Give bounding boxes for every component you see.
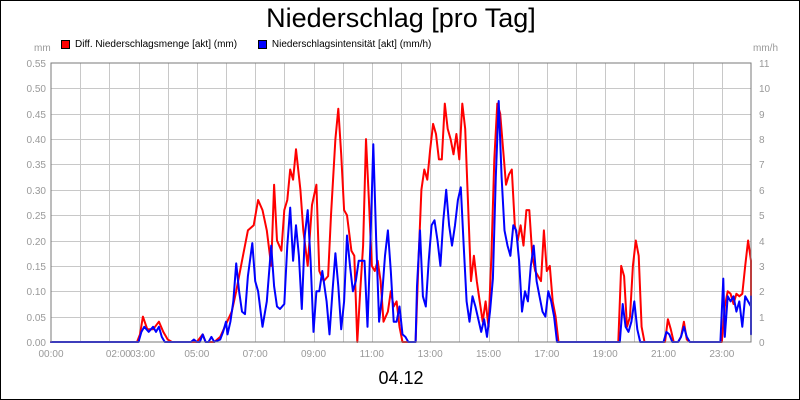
legend-item-intensitaet: Niederschlagsintensität [akt] (mm/h) [257, 39, 432, 50]
x-tick-label: 21:00 [651, 349, 676, 360]
x-tick-label: 17:00 [534, 349, 559, 360]
x-tick-label: 07:00 [243, 349, 268, 360]
x-tick-label: 02:00 [106, 349, 131, 360]
x-tick-label: 15:00 [476, 349, 501, 360]
y-left-tick-label: 0.05 [27, 313, 47, 324]
y-right-tick-label: 10 [759, 84, 771, 95]
y-right-tick-label: 11 [759, 59, 770, 70]
y-left-tick-label: 0.20 [27, 237, 47, 248]
left-axis-unit: mm [34, 43, 51, 54]
x-tick-label: 03:00 [130, 349, 155, 360]
y-right-tick-label: 2 [759, 287, 765, 298]
y-right-tick-label: 5 [759, 211, 765, 222]
x-tick-label: 19:00 [593, 349, 618, 360]
legend-item-menge: Diff. Niederschlagsmenge [akt] (mm) [61, 39, 237, 50]
chart-title: Niederschlag [pro Tag] [266, 3, 536, 33]
y-left-tick-label: 0.40 [27, 135, 47, 146]
legend: Diff. Niederschlagsmenge [akt] (mm) Nied… [61, 39, 449, 52]
y-right-tick-label: 3 [759, 262, 765, 273]
x-tick-label: 11:00 [360, 349, 385, 360]
legend-label-intensitaet: Niederschlagsintensität [akt] (mm/h) [271, 39, 432, 50]
right-axis-unit: mm/h [753, 43, 778, 54]
x-tick-label: 05:00 [184, 349, 209, 360]
y-right-tick-label: 7 [759, 160, 765, 171]
series-line-niederschlagsmenge [50, 102, 752, 343]
y-left-tick-label: 0.45 [27, 110, 47, 121]
plot-border [50, 62, 752, 343]
y-left-tick-label: 0.00 [27, 338, 47, 349]
y-left-tick-label: 0.10 [27, 287, 47, 298]
chart-date-label: 04.12 [378, 368, 424, 388]
y-right-tick-label: 1 [759, 313, 765, 324]
x-tick-label: 23:00 [709, 349, 734, 360]
y-right-tick-label: 6 [759, 186, 765, 197]
y-left-tick-label: 0.35 [27, 160, 47, 171]
y-left-tick-label: 0.30 [27, 186, 47, 197]
legend-label-menge: Diff. Niederschlagsmenge [akt] (mm) [75, 39, 238, 50]
y-right-tick-label: 8 [759, 135, 765, 146]
y-left-tick-label: 0.15 [27, 262, 47, 273]
y-right-tick-label: 9 [759, 110, 765, 121]
y-right-tick-label: 0 [759, 338, 765, 349]
y-left-tick-label: 0.25 [27, 211, 47, 222]
x-tick-label: 13:00 [418, 349, 443, 360]
y-left-tick-label: 0.50 [27, 84, 47, 95]
y-left-tick-label: 0.55 [27, 59, 47, 70]
x-tick-label: 00:00 [38, 349, 63, 360]
y-right-tick-label: 4 [759, 237, 765, 248]
x-tick-label: 09:00 [301, 349, 326, 360]
legend-swatch-red [61, 40, 70, 49]
legend-swatch-blue [257, 40, 267, 49]
